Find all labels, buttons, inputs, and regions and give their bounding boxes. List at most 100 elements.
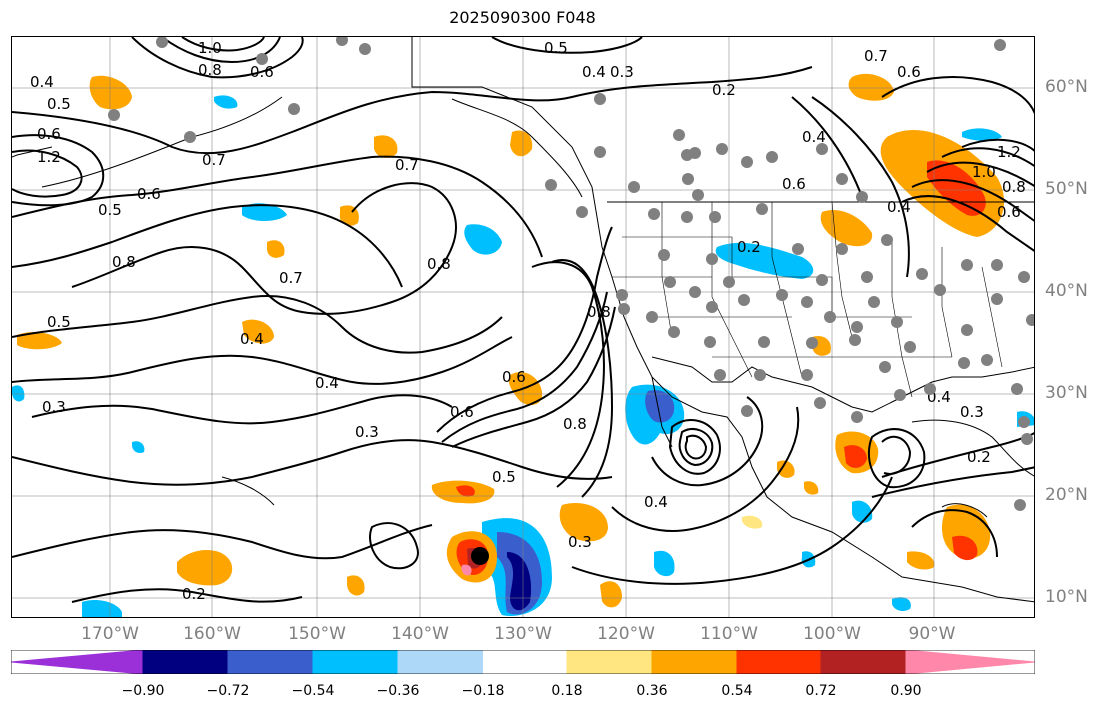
contour-label: 0.4 bbox=[240, 330, 264, 348]
colorbar-tick-label: 0.54 bbox=[721, 683, 753, 699]
station-marker bbox=[904, 341, 916, 353]
station-marker bbox=[706, 253, 718, 265]
station-marker bbox=[741, 405, 753, 417]
station-marker bbox=[594, 146, 606, 158]
station-marker bbox=[758, 336, 770, 348]
contour-label: 0.3 bbox=[42, 398, 66, 416]
lon-label: 100°W bbox=[803, 624, 861, 644]
contour-label: 0.7 bbox=[279, 269, 303, 287]
contour-label: 0.3 bbox=[568, 533, 592, 551]
coastlines bbox=[12, 37, 1034, 603]
station-marker bbox=[738, 294, 750, 306]
contour-label: 0.6 bbox=[37, 125, 61, 143]
contour-label: 0.6 bbox=[782, 175, 806, 193]
lon-label: 120°W bbox=[597, 624, 655, 644]
contour-label: 0.3 bbox=[610, 63, 634, 81]
contour-label: 0.3 bbox=[355, 423, 379, 441]
contour-label: 0.8 bbox=[563, 415, 587, 433]
contour-label: 1.2 bbox=[997, 143, 1021, 161]
lon-label: 90°W bbox=[908, 624, 956, 644]
station-marker bbox=[824, 311, 836, 323]
contour-label-layer: 0.5 0.4 0.3 0.6 0.7 0.8 1.0 0.8 0.6 0.5 … bbox=[30, 39, 1026, 603]
contour-label: 0.5 bbox=[98, 201, 122, 219]
station-marker bbox=[801, 369, 813, 381]
station-marker bbox=[681, 211, 693, 223]
station-marker bbox=[754, 369, 766, 381]
contour-label: 0.8 bbox=[427, 255, 451, 273]
station-marker bbox=[359, 43, 371, 55]
lat-label: 60°N bbox=[1045, 77, 1088, 97]
contours bbox=[12, 37, 1034, 603]
station-marker bbox=[924, 383, 936, 395]
station-marker bbox=[934, 284, 946, 296]
lat-label: 20°N bbox=[1045, 485, 1088, 505]
station-marker bbox=[682, 173, 694, 185]
contour-label: 0.7 bbox=[864, 47, 888, 65]
contour-label: 0.2 bbox=[967, 448, 991, 466]
station-marker bbox=[851, 411, 863, 423]
anomaly-fills bbox=[12, 73, 1034, 617]
station-marker bbox=[961, 259, 973, 271]
state-borders bbox=[612, 201, 1003, 398]
station-marker bbox=[994, 39, 1006, 51]
lon-label: 160°W bbox=[183, 624, 241, 644]
contour-label: 0.4 bbox=[582, 63, 606, 81]
colorbar-segment bbox=[227, 650, 314, 674]
station-marker bbox=[861, 271, 873, 283]
station-marker bbox=[881, 234, 893, 246]
lat-label: 30°N bbox=[1045, 383, 1088, 403]
colorbar-segment bbox=[312, 650, 399, 674]
station-marker bbox=[776, 289, 788, 301]
station-marker bbox=[576, 206, 588, 218]
colorbar-tick-label: −0.90 bbox=[121, 683, 165, 699]
station-marker bbox=[1026, 314, 1034, 326]
lon-label: 150°W bbox=[288, 624, 346, 644]
station-marker bbox=[156, 37, 168, 48]
station-marker bbox=[961, 324, 973, 336]
contour-label: 0.5 bbox=[492, 468, 516, 486]
lon-label: 170°W bbox=[81, 624, 139, 644]
map-title: 2025090300 F048 bbox=[449, 8, 596, 27]
lat-label: 40°N bbox=[1045, 281, 1088, 301]
station-marker bbox=[958, 357, 970, 369]
lat-label: 10°N bbox=[1045, 587, 1088, 607]
colorbar-tick-label: −0.72 bbox=[206, 683, 250, 699]
station-marker bbox=[806, 337, 818, 349]
contour-label: 0.4 bbox=[644, 493, 668, 511]
station-markers bbox=[108, 37, 1034, 511]
contour-label: 0.4 bbox=[30, 73, 54, 91]
station-marker bbox=[689, 147, 701, 159]
station-marker bbox=[668, 326, 680, 338]
contour-label: 0.5 bbox=[47, 95, 71, 113]
map-panel: 0.5 0.4 0.3 0.6 0.7 0.8 1.0 0.8 0.6 0.5 … bbox=[11, 36, 1035, 618]
station-marker bbox=[709, 211, 721, 223]
colorbar-tick-label: 0.90 bbox=[890, 683, 922, 699]
colorbar bbox=[11, 650, 1035, 674]
station-marker bbox=[664, 276, 676, 288]
contour-label: 0.6 bbox=[137, 185, 161, 203]
station-marker bbox=[856, 191, 868, 203]
station-marker bbox=[288, 103, 300, 115]
station-marker bbox=[836, 173, 848, 185]
station-marker bbox=[256, 53, 268, 65]
contour-label: 0.5 bbox=[47, 313, 71, 331]
contour-label: 0.2 bbox=[712, 81, 736, 99]
colorbar-segment bbox=[566, 650, 653, 674]
station-marker bbox=[891, 316, 903, 328]
station-marker bbox=[801, 296, 813, 308]
station-marker bbox=[689, 286, 701, 298]
station-marker bbox=[704, 336, 716, 348]
station-marker bbox=[916, 268, 928, 280]
station-marker bbox=[814, 397, 826, 409]
lon-label: 130°W bbox=[494, 624, 552, 644]
station-marker bbox=[648, 208, 660, 220]
colorbar-segment bbox=[905, 650, 1035, 674]
map-canvas: 0.5 0.4 0.3 0.6 0.7 0.8 1.0 0.8 0.6 0.5 … bbox=[12, 37, 1034, 617]
contour-label: 0.5 bbox=[544, 39, 568, 57]
contour-label: 0.8 bbox=[112, 253, 136, 271]
colorbar-tick-label: −0.36 bbox=[376, 683, 420, 699]
contour-label: 0.6 bbox=[897, 63, 921, 81]
contour-label: 0.2 bbox=[182, 585, 206, 603]
station-marker bbox=[545, 179, 557, 191]
station-marker bbox=[792, 243, 804, 255]
